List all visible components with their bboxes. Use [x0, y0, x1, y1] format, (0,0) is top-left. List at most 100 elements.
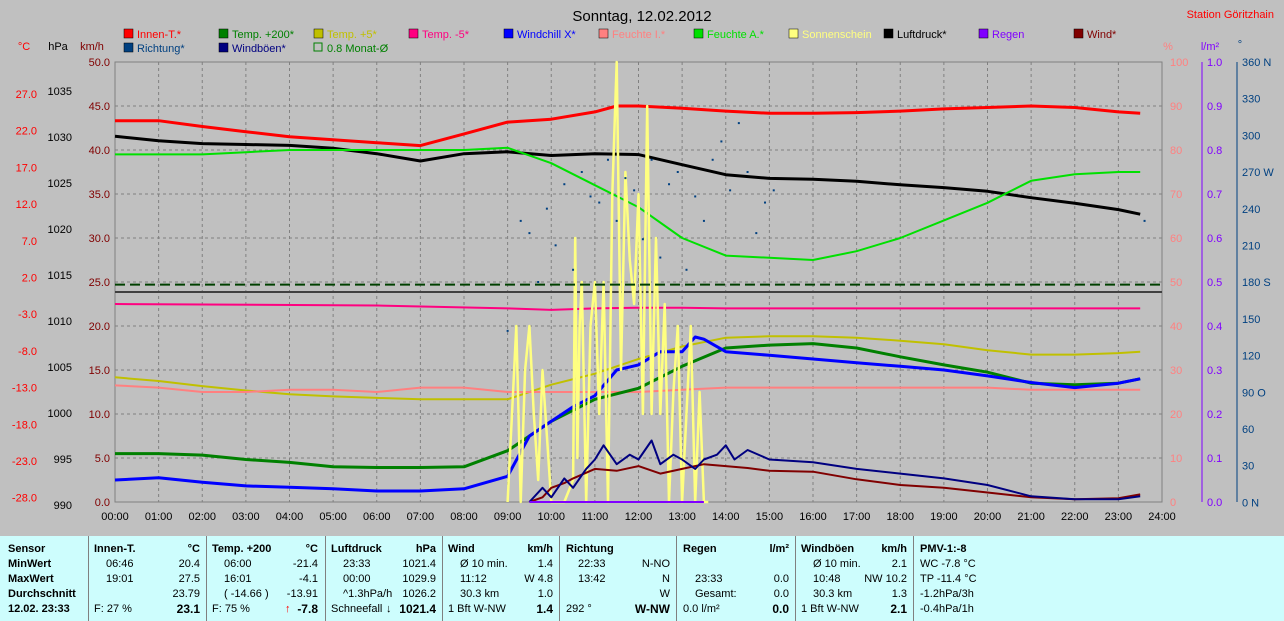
table-value: 0.0 — [773, 588, 789, 600]
table-cell: 19:01 — [106, 573, 134, 585]
table-cell: 1 Bft W-NW — [448, 603, 506, 615]
column-unit: km/h — [881, 543, 907, 555]
series-luftdruck — [114, 134, 1141, 216]
table-cell: 06:00 — [224, 558, 252, 570]
series-layer — [114, 60, 1162, 504]
column-separator — [676, 536, 677, 621]
tick-kmh: 45.0 — [89, 101, 110, 113]
tick-x: 02:00 — [188, 511, 216, 523]
column-header: Wind — [448, 543, 475, 555]
tick-rain: 0.9 — [1207, 101, 1222, 113]
legend-item: Temp. +200* — [232, 29, 295, 41]
series-richtung-point — [746, 171, 749, 173]
tick-x: 14:00 — [712, 511, 740, 523]
column-separator — [206, 536, 207, 621]
table-cell: Ø 10 min. — [813, 558, 861, 570]
column-unit: hPa — [415, 543, 436, 555]
table-cell: ( -14.66 ) — [224, 588, 269, 600]
column-header: Innen-T. — [94, 543, 136, 555]
table-value: W — [659, 588, 670, 600]
column-header: Windböen — [801, 543, 855, 555]
tick-pct: 50 — [1170, 277, 1182, 289]
tick-x: 23:00 — [1105, 511, 1133, 523]
tick-x: 22:00 — [1061, 511, 1089, 523]
legend-item: Feuchte I.* — [612, 29, 666, 41]
tick-pct: 20 — [1170, 409, 1182, 421]
tick-x: 03:00 — [232, 511, 260, 523]
table-cell: 30.3 km — [460, 588, 500, 600]
tick-x: 24:00 — [1148, 511, 1176, 523]
tick-hpa: 1015 — [48, 270, 72, 282]
legend-item: Regen — [992, 29, 1024, 41]
table-cell: ^1.3hPa/h — [343, 588, 393, 600]
legend-swatch — [693, 28, 704, 39]
tick-rain: 0.4 — [1207, 321, 1222, 333]
table-value: -21.4 — [292, 558, 318, 570]
tick-x: 01:00 — [145, 511, 173, 523]
tick-temp: 2.0 — [22, 273, 37, 285]
tick-dir: 120 — [1242, 351, 1260, 363]
column-header: Luftdruck — [331, 543, 382, 555]
tick-x: 15:00 — [756, 511, 784, 523]
table-value: 1029.9 — [402, 573, 436, 585]
row-label: MinWert — [8, 558, 52, 570]
legend-swatch — [598, 28, 609, 39]
table-value: 0.0 — [773, 573, 789, 585]
tick-x: 06:00 — [363, 511, 391, 523]
table-value: -4.1 — [299, 573, 318, 585]
tick-x: 19:00 — [930, 511, 958, 523]
table-cell: 00:00 — [343, 573, 371, 585]
tick-temp: 12.0 — [16, 199, 37, 211]
series-richtung-point — [755, 232, 758, 235]
table-value: 1021.4 — [402, 558, 436, 570]
tick-dir: 150 — [1242, 314, 1260, 326]
tick-rain: 0.8 — [1207, 145, 1222, 157]
tick-dir: 0 N — [1242, 497, 1259, 509]
tick-pct: 10 — [1170, 453, 1182, 465]
series-feuchte-i — [114, 384, 1141, 393]
tick-x: 07:00 — [407, 511, 435, 523]
tick-dir: 180 S — [1242, 277, 1271, 289]
tick-dir: 210 — [1242, 241, 1260, 253]
table-cell: WC -7.8 °C — [920, 558, 976, 570]
series-windb-en — [528, 439, 1141, 503]
table-cell: Gesamt: — [695, 588, 737, 600]
table-value: W 4.8 — [524, 573, 553, 585]
series-richtung-point — [563, 183, 566, 186]
tick-x: 21:00 — [1017, 511, 1045, 523]
tick-x: 13:00 — [668, 511, 696, 523]
table-value: -7.8 — [297, 602, 318, 616]
tick-dir: 330 — [1242, 94, 1260, 106]
tick-rain: 0.3 — [1207, 365, 1222, 377]
table-value: 1021.4 — [399, 602, 436, 616]
tick-dir: 270 W — [1242, 167, 1274, 179]
legend-swatch — [123, 28, 134, 39]
tick-temp: -13.0 — [12, 383, 37, 395]
table-value: 2.1 — [890, 602, 907, 616]
series-richtung-point — [528, 232, 531, 235]
tick-x: 18:00 — [886, 511, 914, 523]
tick-x: 05:00 — [319, 511, 347, 523]
legend-swatch — [123, 42, 134, 53]
axis-label-dir: ° — [1238, 39, 1242, 51]
legend-swatch — [503, 28, 514, 39]
tick-dir: 240 — [1242, 204, 1260, 216]
series-wind — [529, 463, 1141, 503]
tick-kmh: 25.0 — [89, 277, 110, 289]
tick-kmh: 0.0 — [95, 497, 110, 509]
tick-pct: 90 — [1170, 101, 1182, 113]
column-unit: l/m² — [769, 543, 789, 555]
tick-rain: 0.5 — [1207, 277, 1222, 289]
table-cell: 0.0 l/m² — [683, 603, 720, 615]
column-header: Sensor — [8, 543, 46, 555]
tick-hpa: 1010 — [48, 316, 72, 328]
series-richtung-point — [641, 238, 644, 241]
axis-label-hpa: hPa — [48, 41, 68, 53]
row-label: MaxWert — [8, 573, 54, 585]
table-cell: 23:33 — [343, 558, 371, 570]
tick-temp: 7.0 — [22, 236, 37, 248]
trend-up-icon: ↑ — [285, 603, 291, 615]
tick-temp: 27.0 — [16, 89, 37, 101]
series-richtung-point — [519, 219, 522, 222]
series-richtung-point — [659, 256, 662, 259]
